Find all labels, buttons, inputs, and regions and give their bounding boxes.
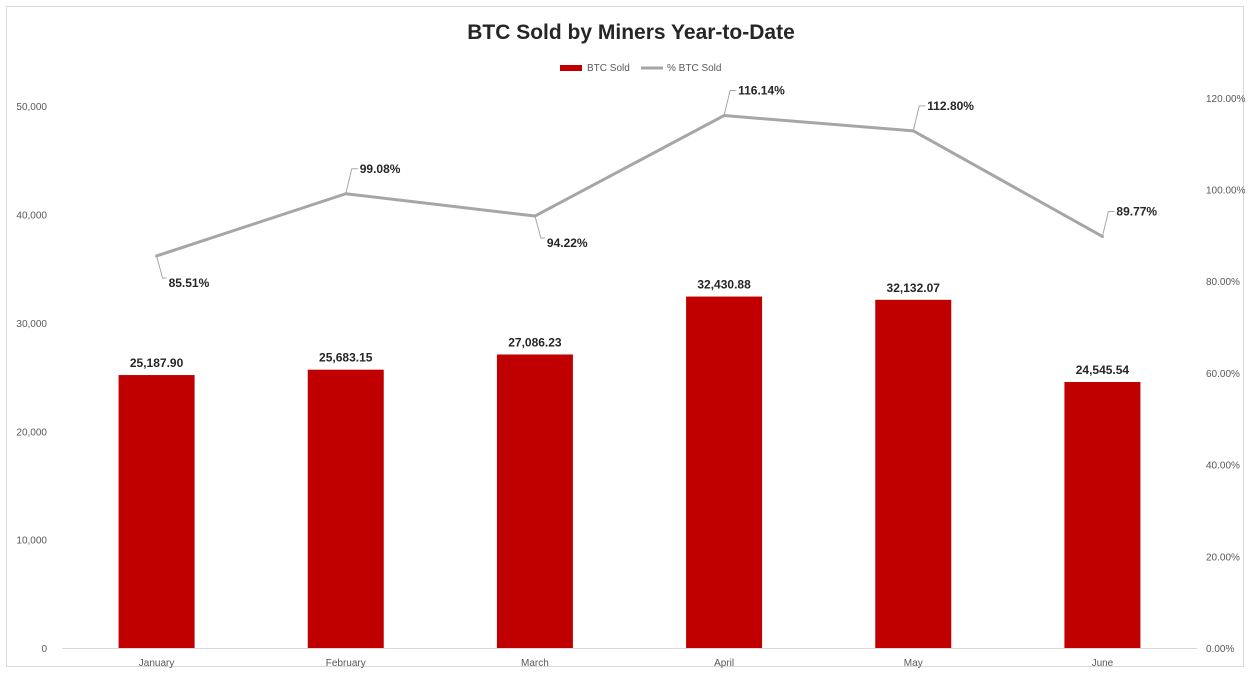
axes: 0 10,000 20,000 30,000 40,000 50,000 0.00% 20.0… <box>16 94 1245 668</box>
bar-data-label: 32,132.07 <box>887 281 941 295</box>
x-tick-label: January <box>139 658 175 668</box>
pct-btc-sold-line <box>156 114 1104 258</box>
chart-title: BTC Sold by Miners Year-to-Date <box>467 21 795 44</box>
pct-leader-line <box>156 255 167 279</box>
legend: BTC Sold % BTC Sold <box>560 63 721 74</box>
pct-data-label: 116.14% <box>738 84 785 98</box>
y-right-tick-label: 120.00% <box>1206 94 1245 105</box>
bar <box>875 299 952 648</box>
combo-chart: BTC Sold by Miners Year-to-Date BTC Sold… <box>16 21 1245 668</box>
bar <box>686 296 763 648</box>
bar <box>496 354 573 648</box>
pct-data-label: 89.77% <box>1116 204 1157 218</box>
y-left-tick-label: 0 <box>41 644 47 655</box>
bar-data-label: 32,430.88 <box>697 278 751 292</box>
bar-series <box>118 296 1141 648</box>
x-tick-label: May <box>904 658 923 668</box>
legend-swatch-btc-sold <box>560 65 582 71</box>
pct-leader-line <box>345 168 358 194</box>
bar-data-label: 24,545.54 <box>1076 363 1130 377</box>
bar <box>307 369 384 648</box>
bar <box>1064 382 1141 648</box>
y-right-tick-label: 100.00% <box>1206 186 1245 197</box>
pct-leader-line <box>723 90 737 116</box>
y-left-tick-label: 40,000 <box>16 211 47 222</box>
x-tick-label: March <box>521 658 549 668</box>
bar-data-label: 25,683.15 <box>319 351 373 365</box>
x-tick-label: February <box>326 658 366 668</box>
bar <box>118 375 195 648</box>
pct-data-label: 94.22% <box>547 236 588 250</box>
y-left-tick-label: 30,000 <box>16 319 47 330</box>
y-right-tick-label: 60.00% <box>1206 369 1240 380</box>
data-labels: 25,187.90 25,683.15 27,086.23 32,430.88 32,1… <box>130 84 1158 377</box>
bar-data-label: 27,086.23 <box>508 335 562 349</box>
y-right-tick-label: 80.00% <box>1206 277 1240 288</box>
y-left-tick-label: 50,000 <box>16 102 47 113</box>
x-tick-label: April <box>714 658 734 668</box>
y-left-tick-label: 20,000 <box>16 427 47 438</box>
x-tick-label: June <box>1092 658 1114 668</box>
pct-leader-line <box>912 105 926 131</box>
bar-data-label: 25,187.90 <box>130 356 184 370</box>
pct-leader-line <box>534 215 545 239</box>
pct-data-label: 99.08% <box>360 162 401 176</box>
pct-leader-line <box>1101 210 1115 237</box>
pct-data-label: 85.51% <box>169 276 210 290</box>
legend-label-pct-btc-sold: % BTC Sold <box>667 63 721 74</box>
y-right-tick-label: 0.00% <box>1206 644 1234 655</box>
pct-data-label: 112.80% <box>927 99 974 113</box>
legend-label-btc-sold: BTC Sold <box>587 63 630 74</box>
y-left-tick-label: 10,000 <box>16 536 47 547</box>
y-right-tick-label: 40.00% <box>1206 461 1240 472</box>
line-series <box>155 114 1104 258</box>
chart-frame: BTC Sold by Miners Year-to-Date BTC Sold… <box>6 6 1245 668</box>
y-right-tick-label: 20.00% <box>1206 552 1240 563</box>
